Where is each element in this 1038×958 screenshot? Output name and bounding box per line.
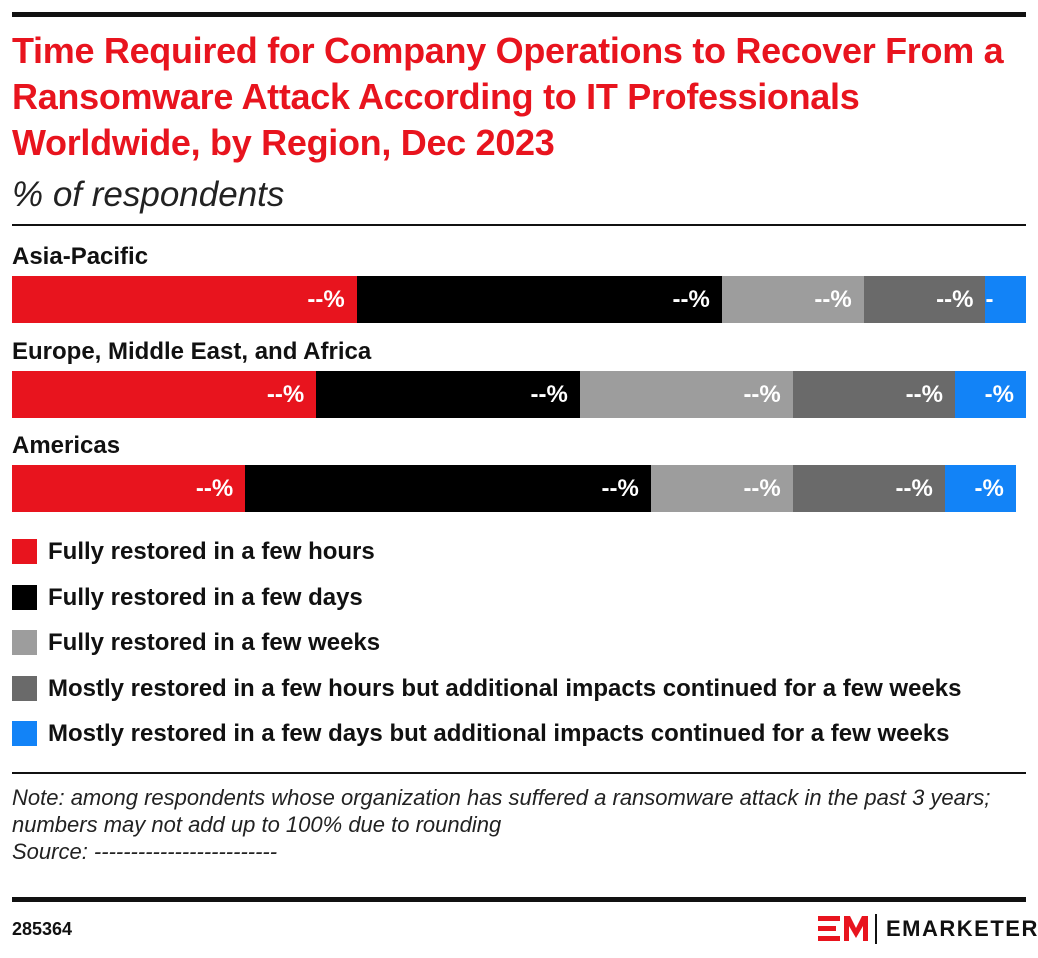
- divider: [12, 224, 1026, 226]
- value-label: --%: [743, 380, 781, 408]
- bar-segment: --%: [245, 465, 651, 512]
- note: Note: among respondents whose organizati…: [12, 785, 991, 837]
- value-label: --%: [895, 475, 933, 502]
- divider: [12, 772, 1026, 774]
- value-label: --%: [743, 475, 781, 502]
- legend-label: Fully restored in a few days: [48, 583, 363, 611]
- bar-row: --% --% --% --% -%: [12, 465, 1026, 512]
- value-label: --%: [672, 286, 710, 313]
- category-label: Europe, Middle East, and Africa: [12, 337, 372, 365]
- value-label: --%: [905, 380, 943, 408]
- legend-swatch: [12, 675, 37, 701]
- category-label: Asia-Pacific: [12, 243, 149, 270]
- bar-row: --% --% --% --% -%: [12, 370, 1026, 418]
- value-label: -%: [974, 475, 1004, 502]
- value-label: -%: [984, 380, 1014, 408]
- legend-swatch: [12, 584, 37, 610]
- chart-id: 285364: [12, 919, 73, 939]
- bottom-rule: [12, 897, 1026, 902]
- legend-swatch: [12, 630, 37, 655]
- bar-segment: --%: [792, 465, 945, 512]
- value-label: --%: [936, 286, 974, 313]
- bar-segment: -%: [985, 276, 1026, 360]
- legend-swatch: [12, 721, 37, 746]
- legend-label: Fully restored in a few weeks: [48, 629, 381, 656]
- value-label: --%: [266, 380, 305, 408]
- top-rule: [12, 12, 1026, 17]
- legend-label: Mostly restored in a few days but additi…: [48, 720, 950, 747]
- bar-segment: -%: [955, 370, 1026, 418]
- brand-logo: [818, 914, 877, 944]
- legend-swatch: [12, 539, 37, 564]
- bar-segment: --%: [792, 370, 955, 418]
- bar-row: --% --% --% --% -%: [12, 276, 1026, 360]
- bar-segment: --%: [721, 276, 864, 323]
- bar-segment: --%: [12, 465, 246, 512]
- source: Source: -------------------------: [12, 839, 278, 864]
- value-label: --%: [195, 475, 234, 502]
- bar-segment: --%: [863, 276, 986, 323]
- bar-segment: --%: [316, 370, 580, 418]
- chart-title: Time Required for Company Operations to …: [12, 30, 1004, 163]
- value-label: --%: [814, 286, 852, 313]
- bar-segment: --%: [356, 276, 722, 323]
- category-label: Americas: [12, 432, 121, 459]
- brand-name: EMARKETER: [886, 916, 1038, 941]
- value-label: --%: [307, 286, 345, 313]
- legend-label: Fully restored in a few hours: [48, 538, 375, 565]
- bar-segment: --%: [12, 276, 357, 323]
- bar-segment: --%: [650, 465, 793, 512]
- legend-label: Mostly restored in a few hours but addit…: [48, 674, 962, 702]
- bar-segment: --%: [12, 370, 317, 418]
- bar-segment: --%: [579, 370, 793, 418]
- value-label: --%: [530, 380, 568, 408]
- chart-subtitle: % of respondents: [12, 175, 285, 214]
- value-label: --%: [601, 475, 639, 502]
- value-label: -%: [985, 286, 1007, 360]
- bar-segment: -%: [944, 465, 1016, 512]
